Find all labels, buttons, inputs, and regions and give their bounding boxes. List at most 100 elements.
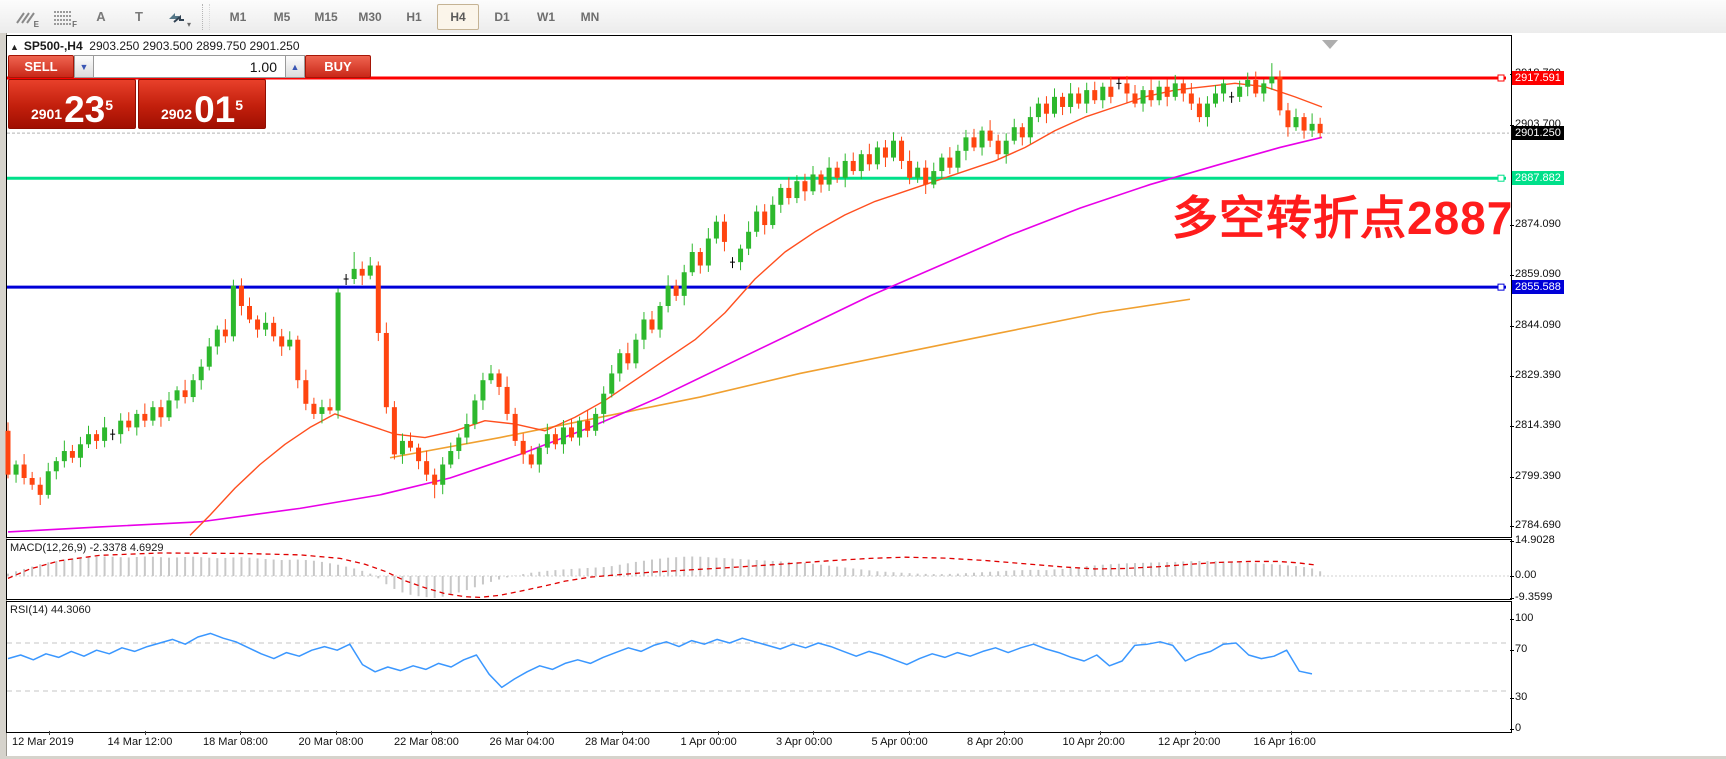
candle-body bbox=[166, 400, 172, 418]
buy-price-small: 2902 bbox=[160, 106, 193, 122]
candle-body bbox=[955, 150, 961, 168]
candle-body bbox=[1043, 103, 1049, 114]
candle-body bbox=[319, 407, 325, 414]
current-price-badge: 2901.250 bbox=[1512, 126, 1564, 141]
candle-body bbox=[1092, 90, 1098, 101]
sell-price-small: 2901 bbox=[30, 106, 63, 122]
candle-body bbox=[198, 366, 204, 381]
sell-button[interactable]: SELL bbox=[8, 55, 74, 78]
candle-body bbox=[971, 137, 977, 148]
candle-body bbox=[488, 373, 494, 381]
candle-body bbox=[142, 413, 148, 421]
sell-price-box[interactable]: 2901 23 5 bbox=[8, 79, 136, 129]
rsi-tick-label: 0 bbox=[1515, 722, 1522, 734]
axis-tick-mark bbox=[1510, 325, 1514, 327]
candle-body bbox=[1204, 103, 1210, 118]
candle-body bbox=[1124, 83, 1130, 94]
candle-body bbox=[303, 380, 309, 404]
buy-price-box[interactable]: 2902 01 5 bbox=[138, 79, 266, 129]
candle-body bbox=[979, 130, 985, 148]
candle-body bbox=[5, 430, 11, 475]
candle-body bbox=[496, 373, 502, 387]
candle-body bbox=[617, 353, 623, 374]
candle-body bbox=[1052, 96, 1057, 114]
time-tick-mark bbox=[717, 731, 719, 735]
candle-body bbox=[118, 420, 124, 435]
candle-body bbox=[585, 420, 591, 431]
equidistant-channel-tool-icon[interactable]: E bbox=[7, 3, 43, 31]
candle-body bbox=[826, 167, 832, 185]
candle-body bbox=[649, 319, 655, 330]
fibonacci-tool-icon[interactable]: F bbox=[45, 3, 81, 31]
axis-tick-mark bbox=[1510, 124, 1514, 126]
axis-tick-mark bbox=[1510, 619, 1514, 620]
symbol-collapse-icon[interactable]: ▲ bbox=[10, 42, 19, 52]
volume-decrease-button[interactable]: ▼ bbox=[74, 55, 94, 78]
candle-body bbox=[182, 390, 188, 398]
rsi-pane[interactable] bbox=[6, 601, 1512, 733]
time-axis-label: 20 Mar 08:00 bbox=[298, 736, 364, 748]
candle-body bbox=[1309, 123, 1315, 131]
candle-body bbox=[1277, 76, 1283, 111]
candle-body bbox=[866, 154, 872, 165]
candle-body bbox=[190, 380, 196, 398]
candle-body bbox=[544, 434, 550, 448]
axis-tick-mark bbox=[1510, 426, 1514, 428]
chart-canvas[interactable] bbox=[0, 33, 1726, 759]
hline-handle bbox=[1497, 74, 1505, 82]
candle-body bbox=[1011, 127, 1017, 141]
candle-body bbox=[963, 137, 969, 151]
chart-shift-marker-icon[interactable] bbox=[1322, 40, 1338, 49]
time-axis-label: 8 Apr 20:00 bbox=[967, 736, 1024, 748]
time-axis-label: 5 Apr 00:00 bbox=[871, 736, 928, 748]
timeframe-M1[interactable]: M1 bbox=[229, 9, 247, 24]
candle-body bbox=[287, 339, 293, 347]
buy-price-sup: 5 bbox=[235, 97, 244, 113]
timeframe-D1[interactable]: D1 bbox=[494, 9, 510, 24]
text-tool-icon[interactable]: A bbox=[96, 9, 106, 24]
candle-body bbox=[923, 167, 929, 185]
volume-increase-button[interactable]: ▲ bbox=[285, 55, 305, 78]
timeframe-M5[interactable]: M5 bbox=[273, 9, 291, 24]
candle-body bbox=[37, 484, 43, 495]
candle-body bbox=[45, 471, 51, 495]
timeframe-H4[interactable]: H4 bbox=[437, 3, 479, 30]
candle-body bbox=[375, 265, 381, 333]
price-tick-label: 2814.390 bbox=[1515, 419, 1561, 432]
time-axis-label: 28 Mar 04:00 bbox=[585, 736, 650, 748]
ma-fast-line bbox=[189, 82, 1323, 536]
timeframe-M30[interactable]: M30 bbox=[358, 9, 382, 24]
text-label-tool-icon[interactable]: T bbox=[135, 9, 143, 24]
candle-body bbox=[1084, 90, 1090, 104]
candle-body bbox=[1076, 93, 1082, 104]
timeframe-group: M1 M5 M15 M30 H1 H4 D1 W1 MN bbox=[216, 3, 612, 30]
candle-body bbox=[1269, 76, 1275, 84]
candle-body bbox=[995, 140, 1001, 155]
time-tick-mark bbox=[1195, 731, 1196, 735]
candle-body bbox=[263, 322, 269, 330]
candle-body bbox=[625, 353, 631, 364]
candle-body bbox=[408, 440, 413, 448]
candle-body bbox=[987, 130, 993, 141]
candle-body bbox=[1156, 86, 1162, 101]
candle-body bbox=[915, 167, 921, 178]
buy-button[interactable]: BUY bbox=[305, 55, 371, 78]
candle-body bbox=[1003, 140, 1009, 155]
timeframe-MN[interactable]: MN bbox=[580, 9, 600, 24]
volume-input[interactable] bbox=[94, 55, 285, 78]
candle-body bbox=[1068, 93, 1074, 107]
candle-body bbox=[834, 167, 840, 178]
timeframe-H1[interactable]: H1 bbox=[406, 9, 422, 24]
candle-body bbox=[367, 265, 373, 276]
time-axis-label: 26 Mar 04:00 bbox=[489, 736, 555, 748]
timeframe-W1[interactable]: W1 bbox=[537, 9, 555, 24]
candle-body bbox=[1245, 79, 1251, 87]
candle-body bbox=[512, 413, 518, 441]
arrows-tool-icon[interactable]: ▾ bbox=[159, 3, 195, 31]
price-tick-label: 2829.390 bbox=[1515, 368, 1561, 381]
timeframe-M15[interactable]: M15 bbox=[314, 9, 338, 24]
time-tick-mark bbox=[49, 731, 50, 735]
axis-tick-mark bbox=[1510, 375, 1514, 377]
candle-body bbox=[391, 407, 397, 455]
ma-mid-line bbox=[7, 136, 1323, 533]
